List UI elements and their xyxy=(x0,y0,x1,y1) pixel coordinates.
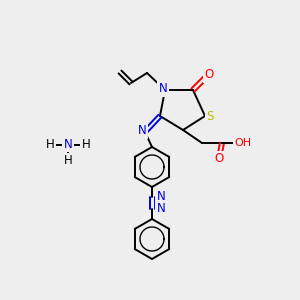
Text: H: H xyxy=(46,139,54,152)
Text: N: N xyxy=(157,202,165,215)
Text: N: N xyxy=(159,82,167,95)
Text: O: O xyxy=(204,68,214,82)
Text: OH: OH xyxy=(234,138,252,148)
Text: N: N xyxy=(157,190,165,203)
Text: S: S xyxy=(206,110,214,122)
Text: N: N xyxy=(64,137,72,151)
Text: N: N xyxy=(138,124,146,137)
Text: H: H xyxy=(64,154,72,167)
Text: O: O xyxy=(214,152,224,166)
Text: H: H xyxy=(82,139,90,152)
